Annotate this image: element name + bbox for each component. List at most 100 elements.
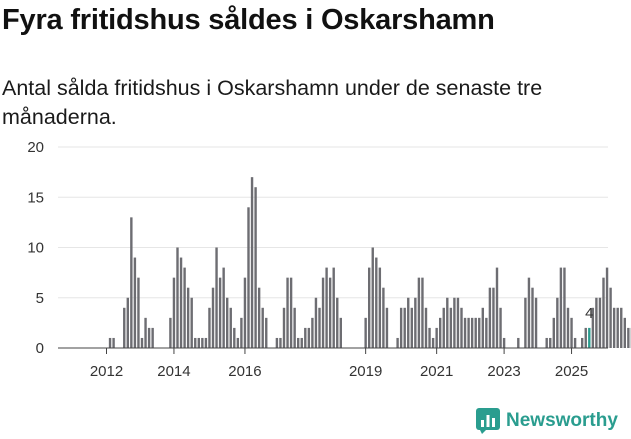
bar <box>470 317 474 348</box>
bar <box>137 277 140 348</box>
gridlines <box>58 146 608 299</box>
bar <box>439 317 442 348</box>
bar <box>144 317 147 348</box>
bar <box>616 307 619 348</box>
bar <box>339 317 342 348</box>
bar <box>215 247 218 348</box>
newsworthy-logo[interactable]: Newsworthy <box>476 408 618 434</box>
bar <box>563 267 566 348</box>
bar <box>421 277 424 348</box>
bar <box>279 337 282 348</box>
bar <box>573 337 577 348</box>
bar <box>226 297 229 348</box>
bar <box>314 297 318 348</box>
annotation: 4 <box>585 305 593 322</box>
bar <box>275 337 279 348</box>
annotation-label: 4 <box>585 305 593 322</box>
y-tick-label: 20 <box>27 139 44 156</box>
chart-title: Fyra fritidshus såldes i Oskarshamn <box>2 4 495 36</box>
x-tick-label: 2019 <box>349 363 382 380</box>
bar <box>304 327 307 348</box>
bar <box>108 337 112 348</box>
bar <box>261 307 264 348</box>
bar <box>236 337 240 348</box>
bar <box>240 317 243 348</box>
bar <box>211 287 215 348</box>
bar <box>123 307 126 348</box>
x-tick-label: 2012 <box>90 363 123 380</box>
bar <box>204 337 208 348</box>
bar <box>524 297 527 348</box>
bar <box>531 287 534 348</box>
bar <box>435 327 438 348</box>
bar <box>598 297 602 348</box>
bar <box>385 307 389 348</box>
bar <box>336 297 339 348</box>
bar <box>364 317 367 348</box>
bar <box>222 267 225 348</box>
bar <box>197 337 200 348</box>
chart-subtitle: Antal sålda fritidshus i Oskarshamn unde… <box>2 76 543 129</box>
bar <box>300 337 303 348</box>
bar <box>307 327 311 348</box>
bar <box>623 317 626 348</box>
bar <box>247 207 250 348</box>
bar <box>286 277 289 348</box>
bar <box>584 327 587 348</box>
bar <box>502 337 506 348</box>
bar <box>126 297 129 348</box>
y-tick-label: 5 <box>36 290 44 307</box>
bar <box>581 337 584 348</box>
bar <box>407 297 410 348</box>
bar <box>218 277 222 348</box>
bar <box>527 277 531 348</box>
bar <box>627 327 630 348</box>
bar <box>453 297 456 348</box>
bar <box>318 307 321 348</box>
bar <box>371 247 374 348</box>
bar <box>396 337 399 348</box>
bar <box>552 317 555 348</box>
bar <box>609 287 612 348</box>
bar <box>176 247 179 348</box>
bar <box>133 257 137 348</box>
bar <box>190 297 193 348</box>
x-tick-label: 2016 <box>228 363 261 380</box>
bar <box>201 337 204 348</box>
bar <box>375 257 378 348</box>
bar <box>183 267 186 348</box>
bar <box>321 277 325 348</box>
y-axis-ticks: 0 5 10 15 20 <box>27 139 44 357</box>
bar <box>456 297 460 348</box>
bar <box>431 337 435 348</box>
bar <box>169 317 172 348</box>
bar <box>559 267 563 348</box>
bar <box>460 307 463 348</box>
bar <box>282 307 286 348</box>
bar <box>595 297 598 348</box>
bar <box>417 277 421 348</box>
bar-series <box>108 177 631 348</box>
x-tick-label: 2025 <box>555 363 588 380</box>
bar <box>488 287 492 348</box>
bar <box>399 307 403 348</box>
bar <box>208 307 211 348</box>
bar <box>428 327 431 348</box>
bar <box>566 307 570 348</box>
bar <box>186 287 190 348</box>
bar <box>382 287 385 348</box>
y-tick-label: 10 <box>27 240 44 257</box>
bar <box>442 307 445 348</box>
x-tick-label: 2021 <box>420 363 453 380</box>
newsworthy-logo-icon <box>476 408 500 434</box>
bar <box>332 267 335 348</box>
bar <box>570 317 573 348</box>
bar <box>257 287 261 348</box>
bar <box>549 337 552 348</box>
x-tick-label: 2014 <box>157 363 190 380</box>
bar <box>478 317 481 348</box>
bar <box>463 317 467 348</box>
x-axis-ticks: 2012 2014 2016 2019 2021 2023 2025 <box>90 348 588 380</box>
bar <box>474 317 477 348</box>
